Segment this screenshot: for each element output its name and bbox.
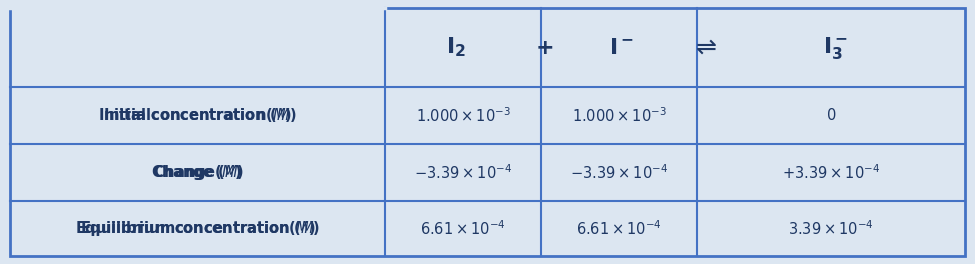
Text: $0$: $0$	[826, 107, 837, 124]
Text: $\rightleftharpoons$: $\rightleftharpoons$	[690, 36, 718, 59]
Text: $3.39 \times 10^{-4}$: $3.39 \times 10^{-4}$	[789, 219, 874, 238]
Text: $6.61 \times 10^{-4}$: $6.61 \times 10^{-4}$	[576, 219, 662, 238]
Text: $\bf{Equilibrium\ concentration\ (}\mathit{M}\bf{)}$: $\bf{Equilibrium\ concentration\ (}\math…	[75, 219, 320, 238]
Text: $\bf{Change\ (}\mathit{M}\bf{)}$: $\bf{Change\ (}\mathit{M}\bf{)}$	[151, 163, 244, 182]
Text: $\mathbf{I_2}$: $\mathbf{I_2}$	[447, 36, 466, 59]
Text: $\mathbf{I_3^-}$: $\mathbf{I_3^-}$	[823, 35, 848, 60]
Text: $+3.39 \times 10^{-4}$: $+3.39 \times 10^{-4}$	[782, 163, 880, 182]
Text: $\mathbf{I^-}$: $\mathbf{I^-}$	[608, 37, 634, 58]
Text: $\mathbf{+}$: $\mathbf{+}$	[535, 37, 553, 58]
Text: $-3.39 \times 10^{-4}$: $-3.39 \times 10^{-4}$	[570, 163, 668, 182]
Text: $-3.39 \times 10^{-4}$: $-3.39 \times 10^{-4}$	[414, 163, 512, 182]
Text: $\mathbf{Equilibrium concentration (}$$\mathit{M}$$\mathbf{)}$: $\mathbf{Equilibrium concentration (}$$\…	[80, 219, 315, 238]
Text: $1.000 \times 10^{-3}$: $1.000 \times 10^{-3}$	[571, 106, 667, 125]
Text: $1.000 \times 10^{-3}$: $1.000 \times 10^{-3}$	[415, 106, 511, 125]
Text: $\bf{Initial\ concentration\ (}\mathit{M}\bf{)}$: $\bf{Initial\ concentration\ (}\mathit{M…	[98, 106, 296, 125]
Text: $\mathbf{Initial concentration (}$$\mathit{M}$$\mathbf{)}$: $\mathbf{Initial concentration (}$$\math…	[103, 106, 292, 125]
Text: $6.61 \times 10^{-4}$: $6.61 \times 10^{-4}$	[420, 219, 506, 238]
Text: $\mathbf{Change (}$$\mathit{M}$$\mathbf{)}$: $\mathbf{Change (}$$\mathit{M}$$\mathbf{…	[153, 163, 242, 182]
